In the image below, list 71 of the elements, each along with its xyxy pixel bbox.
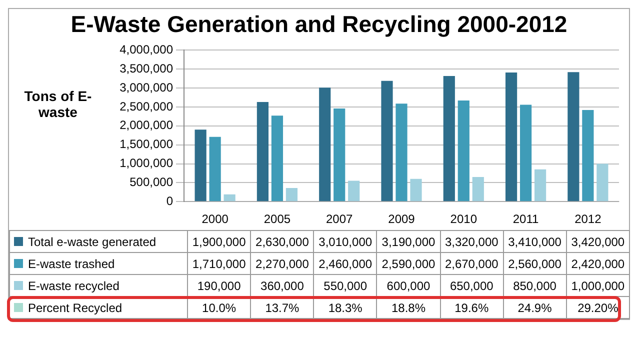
data-label: 3,420,000	[566, 230, 630, 252]
y-tick-label: 3,500,000	[120, 61, 174, 76]
x-tick-label: 2005	[264, 212, 291, 226]
bar	[505, 72, 518, 202]
data-label: 2,630,000	[250, 230, 314, 252]
legend-label: Total e-waste generated	[10, 230, 188, 252]
x-tick-label: 2000	[202, 212, 229, 226]
legend-label: E-waste recycled	[10, 274, 188, 296]
y-tick-label: 2,000,000	[120, 118, 174, 132]
x-tick-label: 2012	[574, 212, 602, 226]
y-tick-label: 4,000,000	[120, 42, 174, 57]
text: 24.9%	[503, 296, 566, 318]
y-tick-label: 1,500,000	[120, 137, 174, 152]
text: 18.3%	[314, 296, 377, 318]
data-label: 3,190,000	[376, 230, 440, 252]
bar	[582, 110, 594, 202]
bar	[194, 130, 206, 202]
y-tick-label: 3,000,000	[120, 80, 174, 94]
bar	[534, 169, 546, 202]
x-tick-label: 2011	[512, 212, 540, 226]
bar	[410, 178, 422, 202]
data-label: 3,010,000	[314, 230, 377, 252]
bar	[520, 104, 532, 202]
data-label: 3,410,000	[503, 230, 566, 252]
data-label: 2,590,000	[376, 252, 440, 274]
data-label: 1,900,000	[188, 230, 251, 252]
text: 19.6%	[440, 296, 504, 318]
bar	[209, 136, 221, 202]
data-label: 2,420,000	[566, 252, 630, 274]
x-tick-label: 2010	[450, 212, 478, 226]
bar	[224, 194, 236, 202]
data-label: 2,270,000	[250, 252, 314, 274]
data-label: 1,710,000	[188, 252, 251, 274]
bar	[286, 188, 298, 202]
text: Percent Recycled	[10, 296, 188, 318]
text: 13.7%	[250, 296, 314, 318]
chart-title: E-Waste Generation and Recycling 2000-2012	[70, 10, 568, 39]
text: 18.8%	[376, 296, 440, 318]
data-label: 2,560,000	[503, 252, 566, 274]
bar	[396, 104, 408, 202]
data-label: 2,460,000	[314, 252, 377, 274]
y-tick-label: 1,000,000	[120, 156, 174, 170]
y-tick-label: 500,000	[130, 174, 174, 189]
text: 29.20%	[566, 296, 630, 318]
x-tick-label: 2009	[388, 212, 416, 226]
bar	[381, 80, 393, 202]
data-label: 2,670,000	[440, 252, 504, 274]
y-tick-label: 2,500,000	[120, 99, 174, 114]
y-tick-label: 0	[166, 194, 174, 208]
bar	[596, 164, 608, 202]
bar	[568, 72, 580, 202]
x-tick-label: 2007	[326, 212, 354, 226]
bar	[472, 177, 484, 202]
data-label: 190,000	[188, 274, 251, 296]
bar	[443, 76, 455, 202]
bar	[271, 116, 284, 202]
bar	[458, 100, 470, 202]
data-label: 550,000	[314, 274, 377, 296]
bar	[348, 180, 360, 202]
data-label: 360,000	[250, 274, 314, 296]
y-axis-title: Tons of E-waste	[23, 88, 93, 120]
data-label: 600,000	[376, 274, 440, 296]
legend-label: E-waste trashed	[10, 252, 188, 274]
bar	[334, 108, 346, 202]
data-label: 850,000	[503, 274, 566, 296]
bar	[256, 102, 269, 202]
bar	[319, 88, 331, 202]
data-label: 3,320,000	[440, 230, 504, 252]
data-label: 650,000	[440, 274, 504, 296]
data-label: 1,000,000	[566, 274, 630, 296]
text: 10.0%	[188, 296, 251, 318]
